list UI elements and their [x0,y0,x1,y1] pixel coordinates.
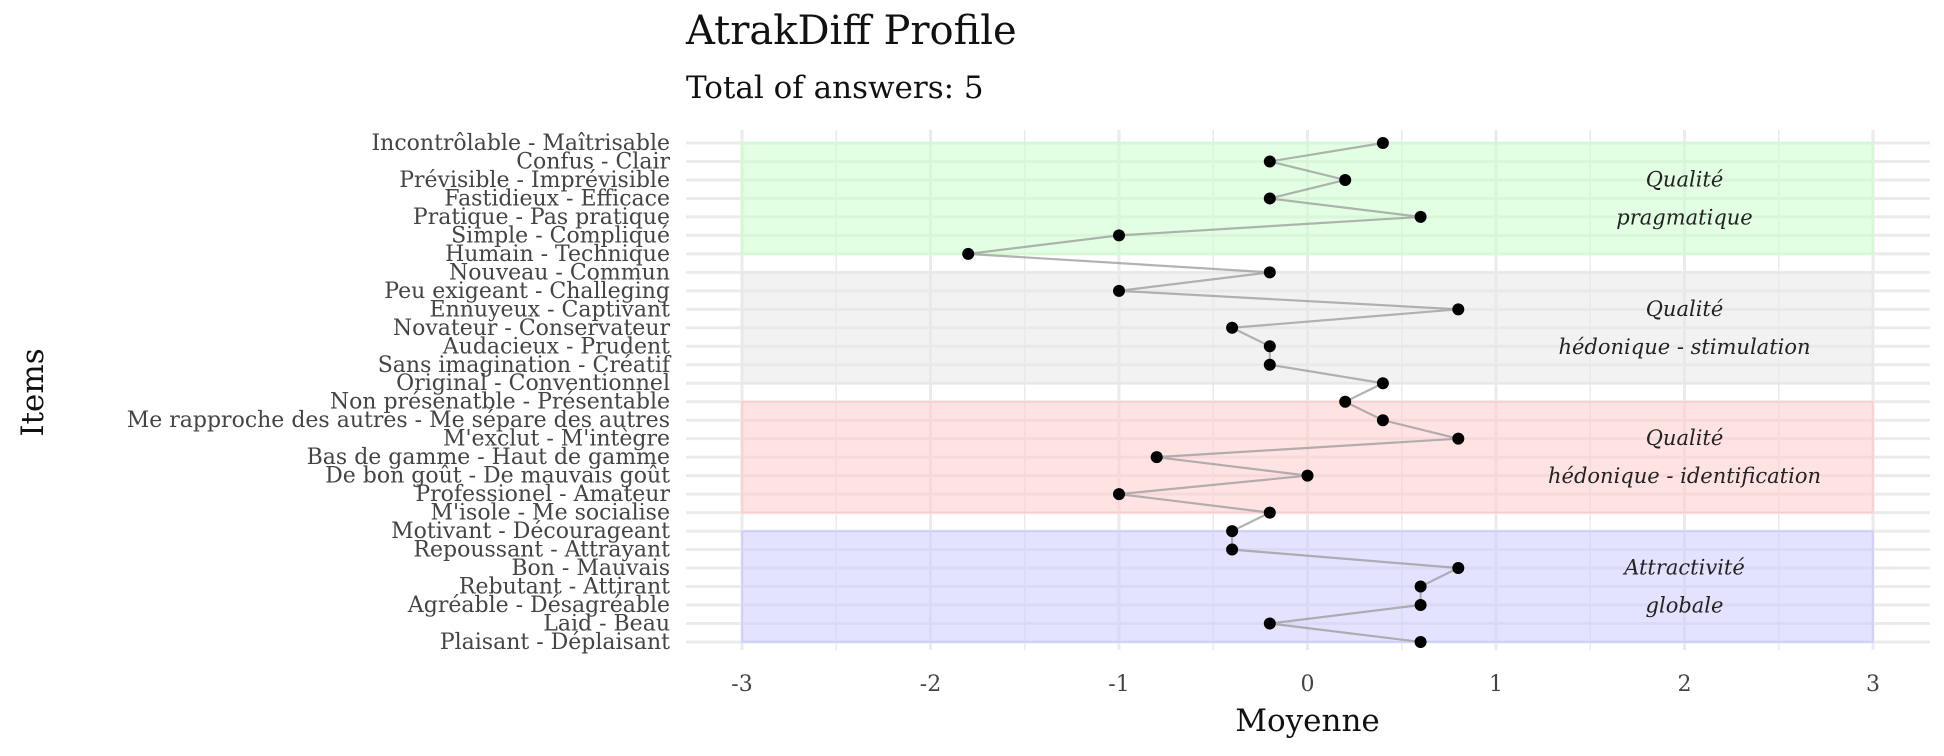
band-label: hédonique - stimulation [1558,335,1810,359]
data-point [1301,469,1314,482]
band-rect [741,530,1874,643]
x-axis-title: Moyenne [1235,703,1380,739]
band-label: hédonique - identification [1548,464,1821,488]
band-label: Qualité [1646,297,1724,321]
chart-title: AtrakDiff Profile [686,8,1017,54]
data-point [1452,303,1465,316]
data-point [1452,562,1465,575]
y-tick-label: M'isole - Me socialise [430,501,670,526]
x-tick-label: 2 [1678,672,1692,697]
y-tick-label: Professionel - Amateur [415,482,670,507]
y-tick-label: Prévisible - Imprévisible [399,168,670,193]
data-point [1113,488,1125,501]
x-tick-label: 1 [1489,672,1503,697]
y-tick-label: Ennuyeux - Captivant [430,297,671,322]
y-tick-label: Humain - Technique [445,242,670,267]
data-point [1263,192,1276,205]
y-tick-label: Original - Conventionnel [396,371,670,396]
y-tick-label: Me rapproche des autres - Me sépare des … [127,408,670,433]
band-label: Attractivité [1622,556,1745,580]
x-tick-label: 3 [1866,672,1880,697]
y-tick-label: Simple - Compliqué [451,223,670,248]
y-tick-label: Audacieux - Prudent [442,334,670,359]
data-point [1339,395,1352,408]
data-point [1263,617,1276,630]
y-tick-label: Sans imagination - Créatif [378,353,672,378]
data-point [1414,580,1427,593]
data-point [1376,414,1389,427]
y-tick-label: Novateur - Conservateur [393,316,671,341]
y-tick-label: Plaisant - Déplaisant [440,630,670,655]
y-tick-label: Laid - Beau [543,611,670,636]
data-point [1263,340,1276,353]
y-tick-label: Nouveau - Commun [449,260,670,285]
data-point [1150,451,1163,464]
band-rect [741,142,1874,255]
data-point [1226,525,1239,538]
data-point [1263,358,1276,371]
data-point [1226,543,1239,556]
y-tick-label: Non présenatble - Présentable [330,390,670,415]
data-point [1414,599,1427,611]
chart-subtitle: Total of answers: 5 [686,70,984,106]
y-tick-label: Fastidieux - Efficace [444,186,670,211]
series-line [968,141,1463,644]
data-point [1339,173,1352,186]
data-point [1263,506,1276,519]
data-point [1113,284,1125,297]
data-point [1376,137,1389,149]
y-tick-label: Motivant - Décourageant [391,519,670,544]
band-label: Qualité [1646,167,1724,191]
x-tick-label: 0 [1301,672,1315,697]
y-tick-label: Bon - Mauvais [511,556,670,581]
y-tick-label: Incontrôlable - Maîtrisable [371,131,670,156]
band-label: pragmatique [1616,205,1752,229]
y-tick-label: Rebutant - Attirant [459,575,670,600]
x-tick-label: -1 [1108,672,1129,697]
y-axis-title: Items [15,348,51,436]
data-point [1226,321,1239,334]
band-rect [741,271,1874,384]
y-tick-label: Pratique - Pas pratique [413,205,670,230]
y-tick-label: Agréable - Désagréable [407,593,670,618]
y-tick-label: De bon goût - De mauvais goût [325,464,670,489]
y-tick-label: Bas de gamme - Haut de gamme [307,445,670,470]
data-point [1113,229,1125,242]
band-label: globale [1646,594,1724,618]
data-point [1263,155,1276,168]
band-label: Qualité [1646,426,1724,450]
x-tick-label: -3 [731,672,752,697]
y-tick-label: Repoussant - Attrayant [413,538,670,563]
y-tick-label: M'exclut - M'intègre [443,427,670,452]
y-tick-label: Confus - Clair [516,149,670,174]
data-point [1452,432,1465,445]
data-point [1414,210,1427,223]
data-point [1263,266,1276,279]
x-tick-label: -2 [920,672,941,697]
data-point [1376,377,1389,390]
data-point [962,247,975,260]
y-tick-label: Peu exigeant - Challeging [384,279,670,304]
band-rect [741,400,1874,514]
data-point [1414,635,1427,648]
